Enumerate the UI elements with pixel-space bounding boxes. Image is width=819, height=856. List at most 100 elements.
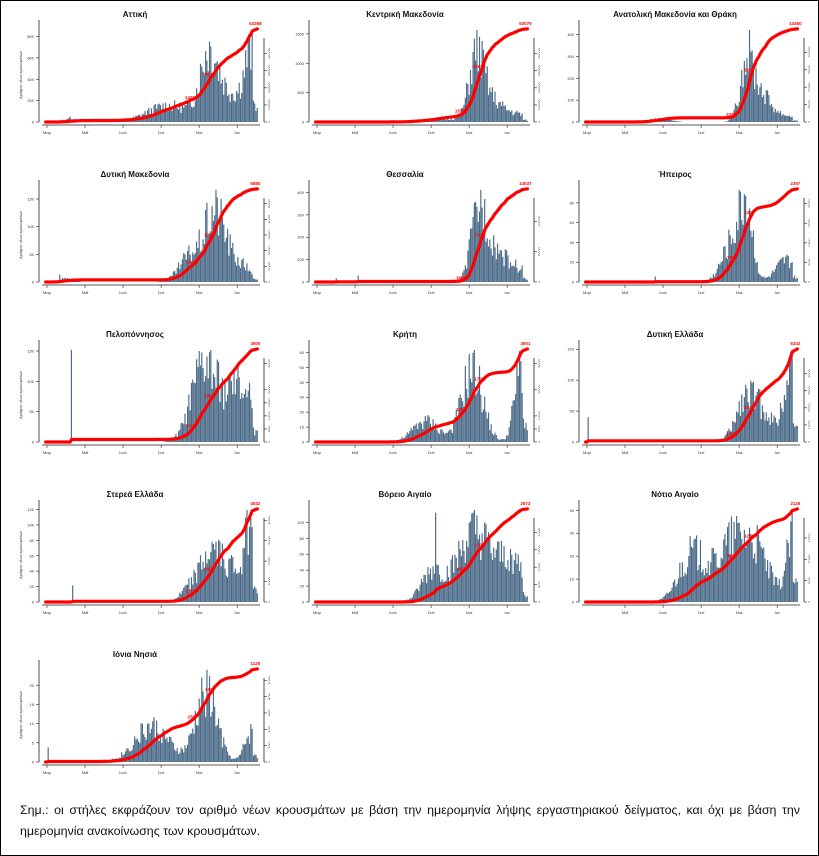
chart-title: Νότιο Αιγαίο [651,490,699,499]
right-tick-label: 10000 [807,46,810,58]
right-tick-label: 1000 [537,562,540,572]
bar [688,555,690,602]
x-tick-label: Ιαν [774,130,779,135]
midpoint-label: 800 [727,553,735,558]
bar [743,60,745,122]
bar [773,271,775,282]
x-tick-label: Ιουλ [389,610,397,615]
bar [685,574,687,602]
bar [140,723,142,762]
bar [419,421,421,442]
bar [210,716,212,762]
bar [481,533,483,602]
bar [243,744,245,762]
bar [782,257,784,282]
bar [719,264,721,282]
final-total-label: 3500 [250,341,261,346]
bar [216,359,218,442]
x-tick-label: Ιαν [234,290,239,295]
bar [516,110,518,122]
bar [480,559,482,602]
bar [196,724,198,762]
bar [449,581,451,602]
bar [237,757,239,762]
bar [248,382,251,442]
chart-panel: Κεντρική Μακεδονία 53079 15760 26676 0 500 100… [270,0,540,150]
bar [436,564,438,602]
bar [781,258,783,282]
bar [199,365,202,442]
x-tick-label: Ιαν [504,450,509,455]
bar [486,238,488,282]
bar [467,547,469,602]
bar [776,265,778,282]
bar [197,562,199,602]
bar [778,113,780,122]
bar [220,198,222,282]
bar [710,562,712,602]
bar [776,112,778,122]
bar [733,242,735,282]
bar [493,235,495,282]
bar [232,394,234,442]
bar [190,733,193,762]
bar [414,425,416,442]
bar [189,410,191,442]
bar [506,110,508,122]
bar [467,397,469,442]
bar [463,550,465,602]
x-tick-label: Μαΐ [622,290,630,295]
bar [216,61,218,122]
bar [491,559,494,602]
bar [251,408,253,442]
bar [770,412,773,442]
bar [485,411,487,442]
bar [242,743,244,762]
bar [511,554,513,602]
bar [229,234,231,282]
bar [512,400,514,442]
cumulative-line [43,667,259,764]
bar [243,547,245,602]
bar [769,105,771,122]
bar [662,597,664,602]
bar [482,234,484,282]
bar [214,63,216,122]
final-total-label: 2673 [520,501,531,506]
bar [194,253,196,282]
chart-svg: 14537 3600 7200 0 100 200 300 400 0 5000 10000 Μαρ Μ… [297,180,540,295]
bar [236,379,238,442]
midpoint-label: 2620 [744,405,755,410]
bar [747,401,749,442]
chart-svg: 5880 1600 3270 0 50 100 150 0 1000 2000 3000 4000 50… [18,180,270,295]
bar [489,239,491,282]
bar [238,572,240,602]
chart-svg: 4532 1700 2600 0 20 40 60 80 100 120 0 1000 2000 3000… [18,500,270,615]
chart-svg: 3501 1000 1700 0 10 20 30 40 50 60 0 500 1000 2000 300… [300,340,540,455]
bar [779,402,782,442]
bar [750,230,752,282]
bar [767,277,769,282]
bar [674,120,676,122]
bar [752,63,754,122]
bar [732,556,734,602]
bar [522,120,524,122]
right-tick-label: 10000 [537,99,540,111]
bar [495,435,497,442]
midpoint-label: 6534 [744,67,755,72]
bar [716,268,718,282]
bar [172,107,174,122]
bar [785,256,787,282]
bar [415,423,417,442]
bar [794,120,796,122]
midpoint-label: 1900 [204,394,215,399]
bar [238,82,240,122]
bar [773,112,775,122]
bar [202,71,204,122]
bar [453,420,455,442]
bar [183,587,185,602]
bar [790,263,792,282]
bar [755,262,757,282]
chart-svg: 267366312000204060801000500100015002000Μ… [297,500,540,615]
bar [198,562,200,602]
